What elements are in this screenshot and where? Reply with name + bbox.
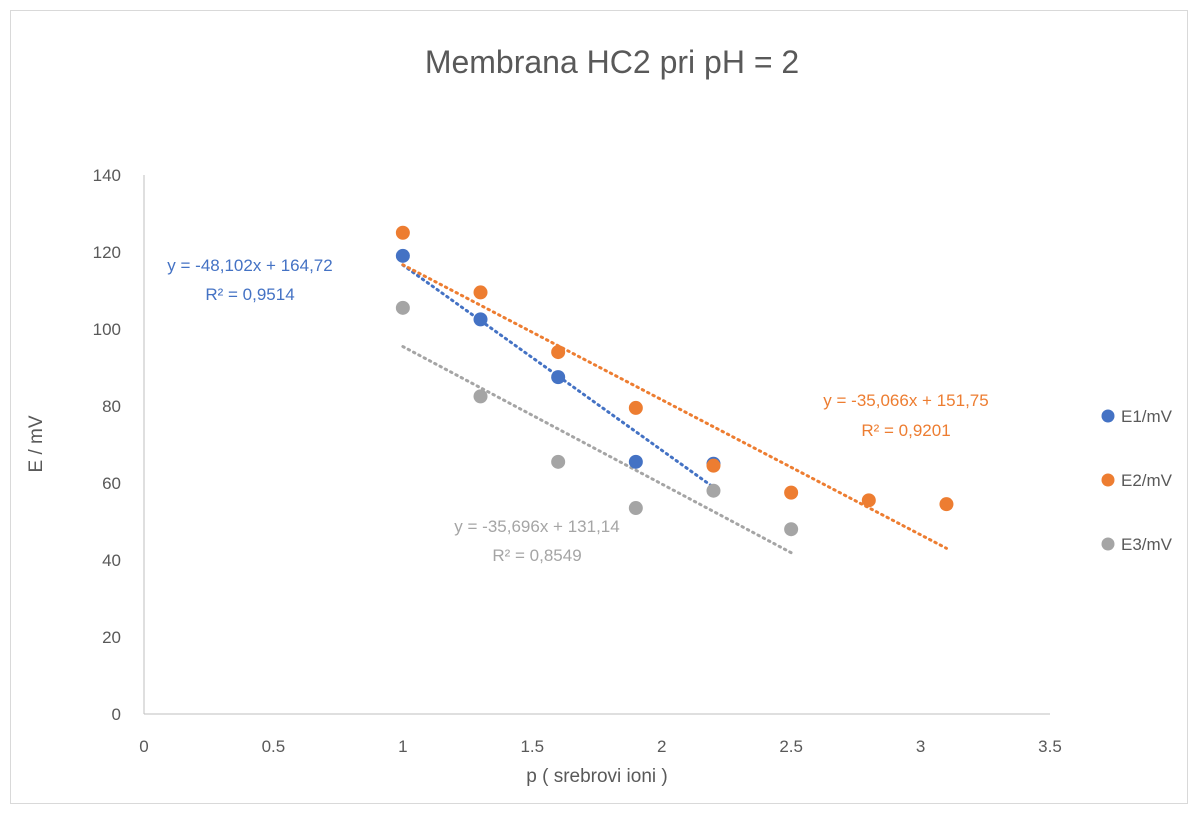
data-points [395,225,954,537]
data-point-series-2 [551,345,566,360]
trendline-2 [401,263,948,550]
data-point-series-3 [706,483,721,498]
trendline-equations: y = -48,102x + 164,72 R² = 0,9514 y = -35,… [167,256,988,565]
data-point-series-3 [395,300,410,315]
trendline-equation-2: y = -35,066x + 151,75 [823,391,988,410]
legend-label-2: E2/mV [1121,471,1173,490]
data-point-series-3 [628,501,643,516]
x-tick-label: 2.5 [779,737,803,756]
x-axis-title: p ( srebrovi ioni ) [526,766,668,787]
x-tick-label: 3 [916,737,925,756]
trendline-equation-3: y = -35,696x + 131,14 [454,517,619,536]
chart-title: Membrana HC2 pri pH = 2 [425,44,799,80]
data-point-series-1 [551,370,566,385]
data-point-series-3 [784,522,799,537]
y-tick-label: 140 [93,166,121,185]
data-point-series-2 [861,493,876,508]
data-point-series-2 [706,458,721,473]
y-tick-label: 60 [102,474,121,493]
data-point-series-2 [628,400,643,415]
trendline-equation-1: y = -48,102x + 164,72 [167,256,332,275]
y-axis-title: E / mV [26,415,47,472]
trendline-3 [401,345,793,555]
legend-label-1: E1/mV [1121,407,1173,426]
x-tick-label: 2 [657,737,666,756]
legend-marker-3 [1101,537,1115,551]
y-tick-label: 0 [112,705,121,724]
legend: E1/mV E2/mV E3/mV [1101,407,1173,554]
data-point-series-2 [939,497,954,512]
legend-marker-1 [1101,409,1115,423]
y-tick-label: 40 [102,551,121,570]
trendline-r2-1: R² = 0,9514 [205,285,294,304]
x-tick-label: 0.5 [262,737,286,756]
x-tick-label: 0 [139,737,148,756]
y-tick-label: 120 [93,243,121,262]
data-point-series-3 [551,454,566,469]
data-point-series-3 [473,389,488,404]
y-tick-label: 20 [102,628,121,647]
x-tick-label: 1.5 [520,737,544,756]
y-tick-label: 100 [93,320,121,339]
data-point-series-2 [473,285,488,300]
y-tick-labels: 0 20 40 60 80 100 120 140 [93,166,121,724]
chart-frame [10,10,1188,804]
y-tick-label: 80 [102,397,121,416]
trendline-r2-3: R² = 0,8549 [492,546,581,565]
data-point-series-2 [784,485,799,500]
data-point-series-1 [628,454,643,469]
trendline-r2-2: R² = 0,9201 [861,421,950,440]
x-tick-label: 1 [398,737,407,756]
x-tick-label: 3.5 [1038,737,1062,756]
data-point-series-2 [395,225,410,240]
legend-label-3: E3/mV [1121,535,1173,554]
data-point-series-1 [473,312,488,327]
axes [143,175,1050,715]
x-tick-labels: 0 0.5 1 1.5 2 2.5 3 3.5 [139,737,1062,756]
legend-marker-2 [1101,473,1115,487]
data-point-series-1 [395,248,410,263]
